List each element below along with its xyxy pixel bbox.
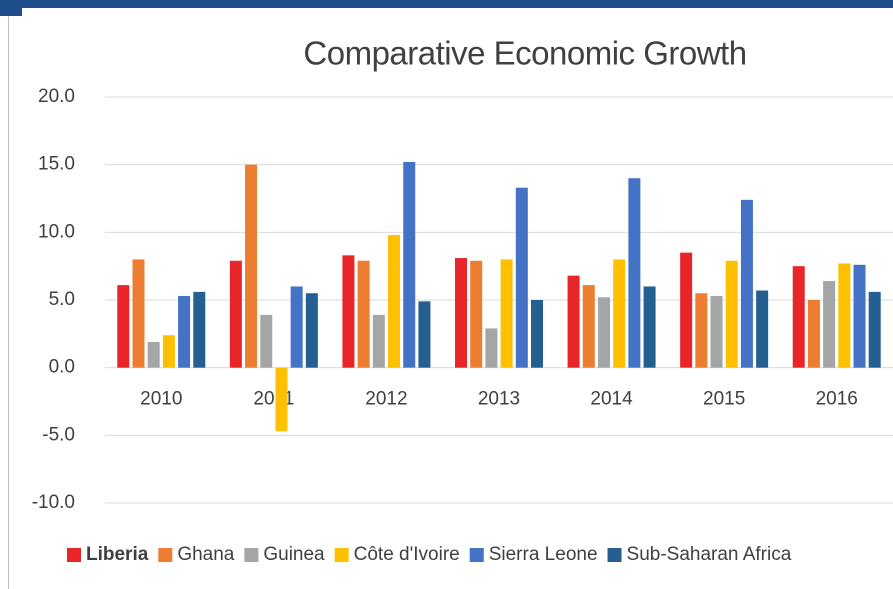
legend-label: Ghana xyxy=(177,544,234,565)
header-tab xyxy=(0,0,22,16)
bar xyxy=(725,260,738,368)
legend-label: Liberia xyxy=(86,544,149,565)
bar xyxy=(567,275,580,368)
bar xyxy=(582,285,595,368)
bar xyxy=(807,300,820,368)
bar xyxy=(485,328,498,368)
legend-swatch xyxy=(334,548,349,562)
bar xyxy=(275,367,288,432)
bar xyxy=(418,301,431,368)
bar xyxy=(756,290,769,368)
legend-label: Côte d'Ivoire xyxy=(354,544,460,565)
bar xyxy=(597,297,610,368)
x-tick-label: 2011 xyxy=(253,389,294,410)
bar xyxy=(710,295,723,368)
bar xyxy=(372,314,385,368)
x-tick-label: 2012 xyxy=(365,389,407,410)
bar xyxy=(245,164,258,368)
legend-label: Sub-Saharan Africa xyxy=(627,544,792,565)
bar xyxy=(117,285,130,368)
bar xyxy=(229,260,242,368)
legend-label: Sierra Leone xyxy=(489,544,598,565)
bar xyxy=(162,335,175,368)
bar xyxy=(455,258,467,368)
chart-title: Comparative Economic Growth xyxy=(303,35,746,72)
bar xyxy=(740,199,753,368)
y-tick-label: 0.0 xyxy=(49,357,75,378)
bar xyxy=(853,264,866,368)
bar xyxy=(290,286,303,368)
x-tick-label: 2014 xyxy=(590,389,633,410)
legend-swatch xyxy=(607,548,622,562)
legend-swatch xyxy=(244,548,259,562)
bar xyxy=(305,293,318,368)
legend-swatch xyxy=(67,548,81,562)
bar xyxy=(357,260,370,368)
bar xyxy=(178,295,191,368)
bar xyxy=(613,259,626,368)
y-tick-label: 5.0 xyxy=(49,289,75,310)
x-tick-label: 2010 xyxy=(140,389,182,410)
y-tick-label: -10.0 xyxy=(32,492,75,513)
bar xyxy=(792,266,805,368)
legend-swatch xyxy=(469,548,484,562)
legend-label: Guinea xyxy=(263,544,325,565)
bar xyxy=(823,281,836,368)
bar xyxy=(680,252,693,368)
y-tick-label: 20.0 xyxy=(38,86,75,107)
x-tick-label: 2013 xyxy=(478,389,520,410)
bar xyxy=(838,263,851,368)
x-tick-label: 2016 xyxy=(816,389,858,410)
bar xyxy=(147,341,160,368)
bar xyxy=(868,291,881,368)
bar xyxy=(403,161,416,368)
bar xyxy=(500,259,513,368)
bar xyxy=(342,255,355,368)
y-tick-label: 15.0 xyxy=(38,154,75,175)
legend-swatch xyxy=(158,548,173,562)
bar xyxy=(628,178,641,368)
bar xyxy=(132,259,145,368)
bar xyxy=(388,235,401,368)
y-tick-label: -5.0 xyxy=(42,424,75,445)
bar xyxy=(531,300,543,368)
y-tick-label: 10.0 xyxy=(38,221,75,242)
bar xyxy=(260,314,273,368)
bar xyxy=(643,286,656,368)
x-tick-label: 2015 xyxy=(703,389,745,410)
bar xyxy=(193,291,206,368)
bar xyxy=(515,187,528,368)
bar xyxy=(470,260,483,368)
bar xyxy=(695,293,708,368)
header-band xyxy=(0,0,893,8)
